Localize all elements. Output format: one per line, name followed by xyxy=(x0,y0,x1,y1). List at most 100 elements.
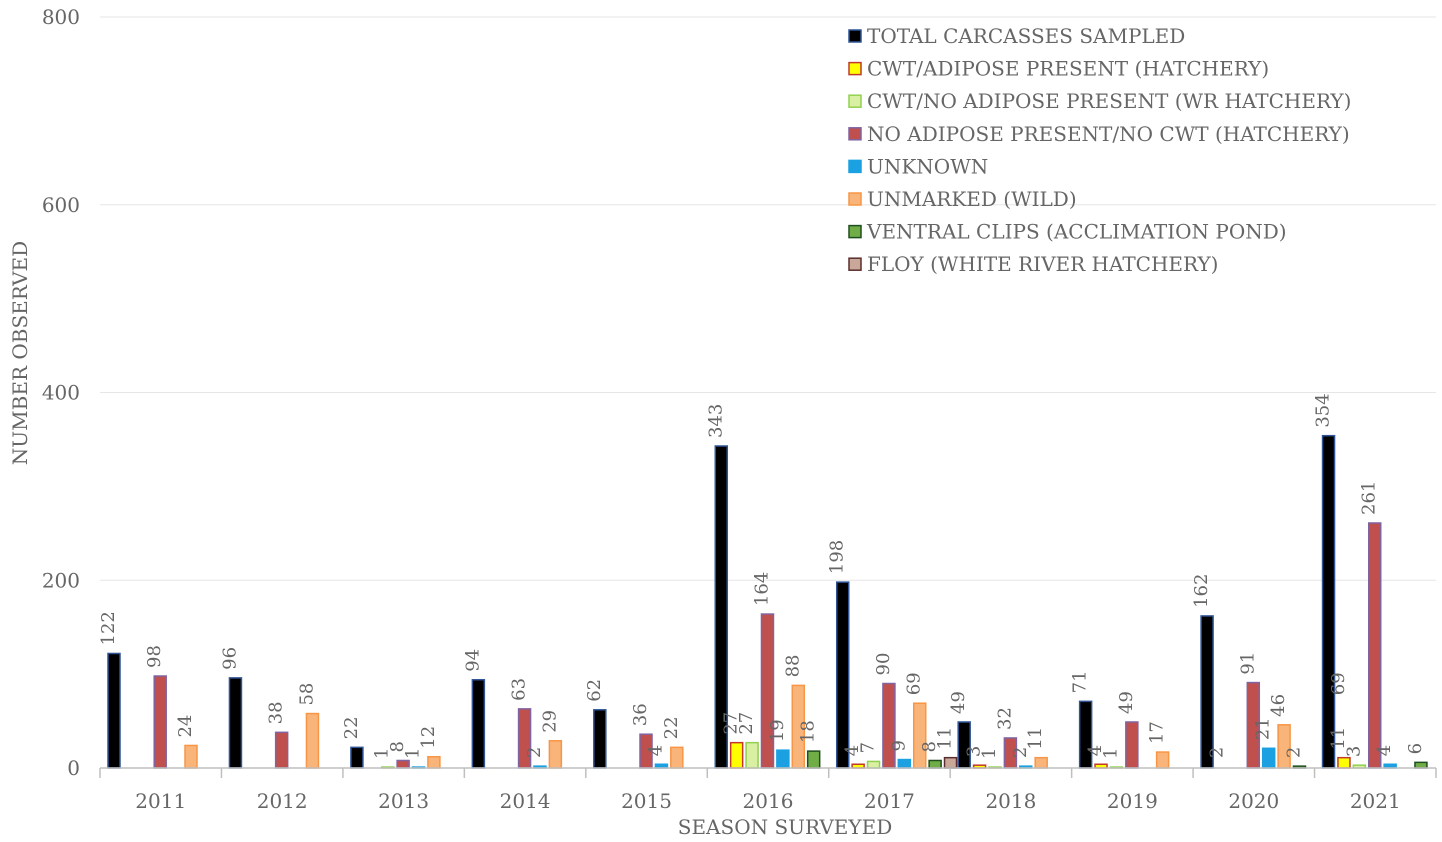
data-label: 32 xyxy=(994,707,1015,730)
data-label: 91 xyxy=(1237,652,1258,675)
legend-item: UNKNOWN xyxy=(848,154,988,178)
data-label: 11 xyxy=(1025,727,1046,750)
legend-label: TOTAL CARCASSES SAMPLED xyxy=(867,24,1185,48)
bar xyxy=(228,677,243,769)
data-label: 88 xyxy=(782,654,803,677)
data-label: 2 xyxy=(524,747,545,758)
x-tick-label: 2011 xyxy=(135,789,186,813)
gridlines xyxy=(100,16,1436,581)
bar xyxy=(670,746,684,769)
data-label: 17 xyxy=(1147,721,1168,744)
data-label: 98 xyxy=(144,645,165,668)
legend-swatch xyxy=(848,192,862,206)
bar xyxy=(912,702,927,769)
bar xyxy=(866,760,881,769)
data-label: 71 xyxy=(1070,670,1091,693)
data-label: 12 xyxy=(418,726,439,749)
data-label: 27 xyxy=(736,712,757,735)
legend-label: NO ADIPOSE PRESENT/NO CWT (HATCHERY) xyxy=(867,122,1350,146)
y-tick-label: 800 xyxy=(42,5,80,29)
data-label: 11 xyxy=(935,727,956,750)
x-tick-label: 2016 xyxy=(743,789,794,813)
x-tick-label: 2014 xyxy=(500,789,551,813)
data-label: 1 xyxy=(403,748,424,759)
bar xyxy=(1125,721,1139,769)
data-label: 69 xyxy=(1328,672,1349,695)
data-label: 6 xyxy=(1405,743,1426,754)
bar xyxy=(806,750,821,769)
bar xyxy=(274,731,289,769)
data-label: 3 xyxy=(964,746,985,757)
bar xyxy=(928,759,942,769)
data-label: 22 xyxy=(341,716,362,739)
legend-label: UNMARKED (WILD) xyxy=(867,187,1077,211)
data-label: 343 xyxy=(705,404,726,438)
data-label: 11 xyxy=(1328,727,1349,750)
x-tick-label: 2013 xyxy=(378,789,429,813)
data-label: 164 xyxy=(751,572,772,606)
bar xyxy=(471,679,486,769)
y-tick-label: 0 xyxy=(67,756,80,780)
data-label: 38 xyxy=(266,701,287,724)
data-label: 22 xyxy=(661,716,682,739)
data-label: 4 xyxy=(842,745,863,756)
data-label: 8 xyxy=(387,741,408,752)
legend-label: CWT/NO ADIPOSE PRESENT (WR HATCHERY) xyxy=(867,89,1351,113)
data-label: 49 xyxy=(1116,691,1137,714)
data-label: 18 xyxy=(798,720,819,743)
data-label: 36 xyxy=(630,703,651,726)
bar xyxy=(1155,751,1170,769)
data-label: 49 xyxy=(948,691,969,714)
data-label: 24 xyxy=(175,715,196,738)
legend-swatch xyxy=(848,159,862,174)
bar xyxy=(1337,756,1351,769)
data-label: 69 xyxy=(904,672,925,695)
data-label: 4 xyxy=(645,745,666,756)
legend-item: TOTAL CARCASSES SAMPLED xyxy=(848,24,1185,48)
bar xyxy=(1034,756,1048,769)
bar xyxy=(1367,522,1382,769)
legend-label: VENTRAL CLIPS (ACCLIMATION POND) xyxy=(866,220,1287,244)
axes: 0 200 400 600 800 2011 2012 2013 2014 2015 2016 201… xyxy=(42,5,1437,813)
data-label: 198 xyxy=(827,540,848,574)
bar xyxy=(776,749,790,769)
data-label: 9 xyxy=(888,740,909,751)
data-label: 3 xyxy=(1343,746,1364,757)
x-tick-label: 2015 xyxy=(621,789,672,813)
data-label: 46 xyxy=(1268,694,1289,717)
data-label: 8 xyxy=(919,741,940,752)
x-axis-title: SEASON SURVEYED xyxy=(678,815,892,839)
bar xyxy=(1277,724,1291,769)
data-label: 2 xyxy=(1010,747,1031,758)
bar xyxy=(760,613,775,769)
bar xyxy=(1414,761,1428,769)
bar xyxy=(396,759,410,769)
legend-swatch xyxy=(848,29,862,43)
x-tick-label: 2020 xyxy=(1228,789,1279,813)
data-label: 58 xyxy=(296,683,317,706)
data-label: 4 xyxy=(1085,745,1106,756)
data-label: 62 xyxy=(584,679,605,702)
data-label: 162 xyxy=(1191,574,1212,608)
x-tick-label: 2018 xyxy=(985,789,1036,813)
legend-item: FLOY (WHITE RIVER HATCHERY) xyxy=(848,252,1218,276)
legend-swatch xyxy=(848,224,862,239)
data-label: 354 xyxy=(1313,393,1334,427)
bar xyxy=(153,675,167,769)
bar xyxy=(729,741,744,769)
y-tick-label: 600 xyxy=(42,193,80,217)
bar xyxy=(943,756,958,769)
bar xyxy=(184,744,198,769)
data-label: 96 xyxy=(219,647,240,670)
data-label: 122 xyxy=(98,611,119,645)
data-label: 94 xyxy=(462,649,483,672)
data-label: 27 xyxy=(721,712,742,735)
data-label: 4 xyxy=(1374,745,1395,756)
bar xyxy=(1321,434,1336,769)
data-label: 29 xyxy=(539,710,560,733)
y-tick-label: 200 xyxy=(42,568,80,592)
bar xyxy=(548,740,563,769)
